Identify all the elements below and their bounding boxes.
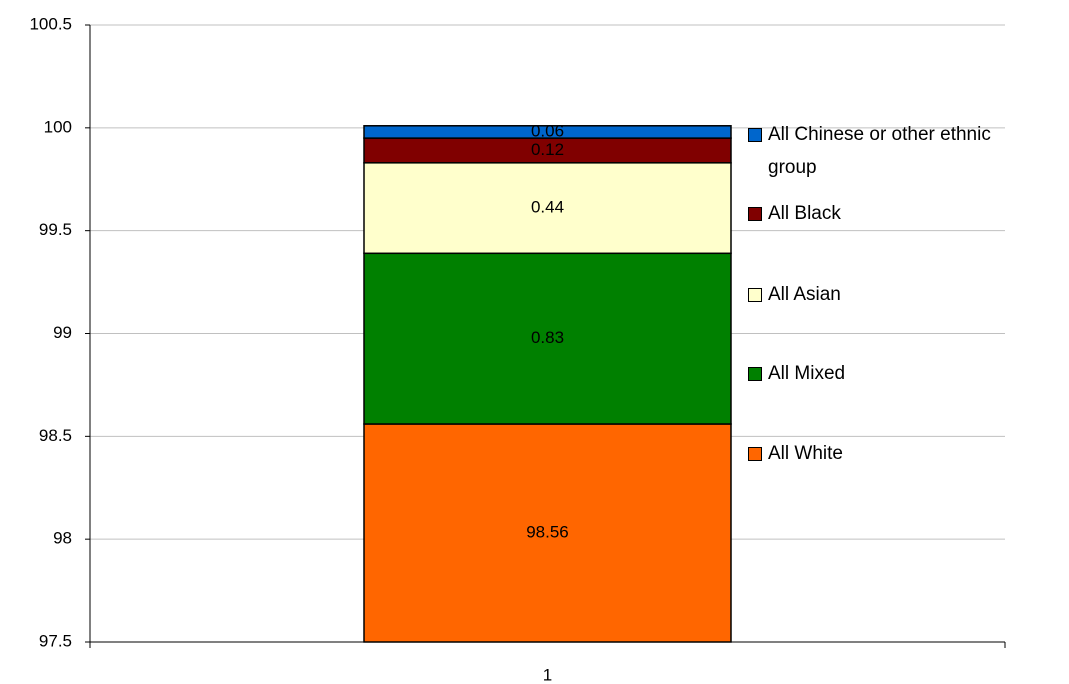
legend-swatch [748, 288, 762, 302]
legend-label: All Mixed [768, 363, 846, 384]
legend-label: All White [768, 443, 843, 464]
y-tick-label: 100.5 [29, 14, 72, 33]
legend-swatch [748, 207, 762, 221]
bar-segment [363, 423, 732, 643]
y-tick-label: 99.5 [39, 220, 72, 239]
bar-segment [363, 137, 732, 164]
legend: All Chinese or other ethnic group All Bla… [748, 0, 1048, 684]
legend-item: All Mixed [748, 357, 1048, 390]
data-label: 98.56 [526, 522, 569, 541]
y-tick-label: 100 [44, 117, 72, 136]
data-label: 0.44 [531, 198, 564, 217]
legend-item: All Chinese or other ethnic group [748, 118, 1048, 184]
data-label: 0.06 [531, 121, 564, 140]
bar-segment [363, 162, 732, 255]
legend-item: All Asian [748, 278, 1048, 311]
legend-label: All Black [768, 203, 841, 224]
legend-swatch [748, 367, 762, 381]
y-tick-label: 98.5 [39, 426, 72, 445]
y-tick-label: 97.5 [39, 631, 72, 650]
y-tick-label: 98 [53, 529, 72, 548]
legend-label: All Chinese or other ethnic group [768, 124, 991, 178]
legend-swatch [748, 128, 762, 142]
y-tick-label: 99 [53, 323, 72, 342]
legend-swatch [748, 447, 762, 461]
data-label: 0.12 [531, 140, 564, 159]
bar-segment [363, 125, 732, 139]
legend-label: All Asian [768, 284, 841, 305]
x-tick-label: 1 [543, 665, 552, 684]
bar-segment [363, 252, 732, 425]
legend-item: All White [748, 437, 1048, 470]
legend-item: All Black [748, 197, 1048, 230]
data-label: 0.83 [531, 328, 564, 347]
